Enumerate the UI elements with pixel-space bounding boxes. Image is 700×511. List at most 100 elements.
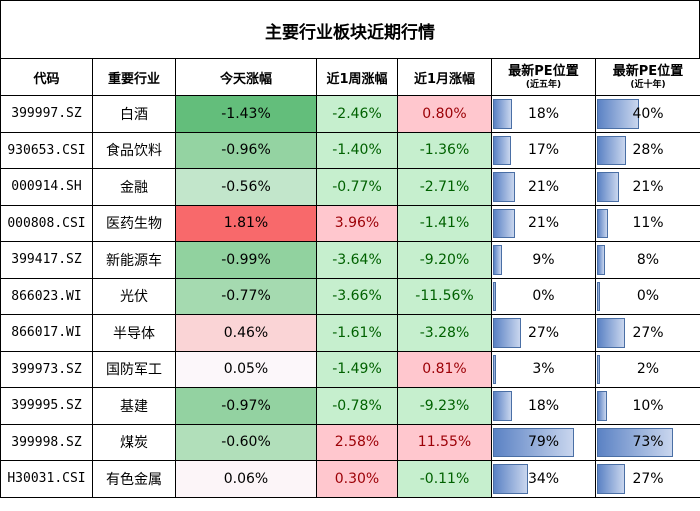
row-pe10-position: 40% [595, 95, 700, 133]
table-row: 399417.SZ 新能源车 -0.99% -3.64% -9.20% 9% 8% [0, 241, 700, 279]
pe10-value: 27% [632, 470, 664, 487]
row-code: 399995.SZ [0, 387, 93, 425]
row-week-change: -2.46% [316, 95, 398, 133]
pe5-value: 27% [527, 324, 560, 341]
row-pe5-position: 0% [491, 277, 596, 315]
row-pe5-position: 18% [491, 387, 596, 425]
row-week-change: -1.49% [316, 350, 398, 388]
row-code: H30031.CSI [0, 460, 93, 498]
row-industry: 基建 [92, 387, 176, 425]
pe10-value: 11% [632, 215, 664, 232]
pe5-databar [493, 391, 512, 421]
header-pe10: 最新PE位置 (近十年) [595, 58, 700, 96]
pe5-databar [493, 354, 497, 384]
row-pe5-position: 21% [491, 204, 596, 242]
pe5-databar [493, 281, 497, 311]
row-today-change: -0.60% [175, 423, 317, 461]
row-pe10-position: 2% [595, 350, 700, 388]
pe5-value: 34% [527, 470, 560, 487]
table-row: 399998.SZ 煤炭 -0.60% 2.58% 11.55% 79% 73% [0, 423, 700, 461]
table-row: H30031.CSI 有色金属 0.06% 0.30% -0.11% 34% 27% [0, 460, 700, 498]
row-pe10-position: 11% [595, 204, 700, 242]
row-industry: 新能源车 [92, 241, 176, 279]
row-code: 866017.WI [0, 314, 93, 352]
row-week-change: -0.77% [316, 168, 398, 206]
header-pe5-sub: (近五年) [525, 80, 562, 90]
industry-table: 代码 重要行业 今天涨幅 近1周涨幅 近1月涨幅 最新PE位置 (近五年) 最新… [0, 58, 700, 498]
row-month-change: 0.81% [397, 350, 492, 388]
header-pe5-label: 最新PE位置 [508, 64, 579, 79]
pe10-value: 0% [636, 288, 660, 305]
row-pe10-position: 27% [595, 460, 700, 498]
pe10-value: 28% [632, 142, 664, 159]
table-row: 399997.SZ 白酒 -1.43% -2.46% 0.80% 18% 40% [0, 95, 700, 133]
row-industry: 国防军工 [92, 350, 176, 388]
header-pe10-label: 最新PE位置 [612, 64, 684, 79]
row-pe10-position: 10% [595, 387, 700, 425]
pe5-value: 18% [527, 105, 560, 122]
row-industry: 食品饮料 [92, 131, 176, 169]
pe10-value: 73% [632, 434, 664, 451]
pe10-databar [597, 318, 626, 348]
row-code: 866023.WI [0, 277, 93, 315]
table-row: 399995.SZ 基建 -0.97% -0.78% -9.23% 18% 10% [0, 387, 700, 425]
row-month-change: 11.55% [397, 423, 492, 461]
header-industry: 重要行业 [92, 58, 176, 96]
row-month-change: 0.80% [397, 95, 492, 133]
pe10-databar [597, 172, 619, 202]
row-industry: 光伏 [92, 277, 176, 315]
pe5-value: 18% [527, 397, 560, 414]
row-pe10-position: 0% [595, 277, 700, 315]
row-pe10-position: 27% [595, 314, 700, 352]
row-code: 399998.SZ [0, 423, 93, 461]
pe10-value: 8% [636, 251, 660, 268]
pe5-value: 21% [527, 178, 560, 195]
row-today-change: -0.96% [175, 131, 317, 169]
row-week-change: 2.58% [316, 423, 398, 461]
row-month-change: -1.41% [397, 204, 492, 242]
pe5-databar [493, 245, 503, 275]
header-code: 代码 [0, 58, 93, 96]
row-today-change: -0.77% [175, 277, 317, 315]
table-title: 主要行业板块近期行情 [0, 0, 700, 59]
row-pe5-position: 3% [491, 350, 596, 388]
row-pe5-position: 34% [491, 460, 596, 498]
pe5-databar [493, 464, 529, 494]
row-code: 000914.SH [0, 168, 93, 206]
pe5-value: 17% [527, 142, 560, 159]
header-month: 近1月涨幅 [397, 58, 492, 96]
pe10-value: 10% [632, 397, 664, 414]
row-code: 399417.SZ [0, 241, 93, 279]
row-month-change: -9.23% [397, 387, 492, 425]
header-week: 近1周涨幅 [316, 58, 398, 96]
row-pe10-position: 28% [595, 131, 700, 169]
row-today-change: -0.97% [175, 387, 317, 425]
row-industry: 半导体 [92, 314, 176, 352]
table-row: 000808.CSI 医药生物 1.81% 3.96% -1.41% 21% 11% [0, 204, 700, 242]
pe5-value: 0% [532, 288, 555, 305]
header-pe10-sub: (近十年) [630, 80, 666, 90]
row-code: 930653.CSI [0, 131, 93, 169]
row-month-change: -1.36% [397, 131, 492, 169]
row-week-change: -3.66% [316, 277, 398, 315]
pe10-databar [597, 245, 606, 275]
pe5-databar [493, 318, 521, 348]
row-pe5-position: 9% [491, 241, 596, 279]
row-pe5-position: 17% [491, 131, 596, 169]
pe10-databar [597, 135, 627, 165]
row-week-change: -0.78% [316, 387, 398, 425]
row-today-change: 0.46% [175, 314, 317, 352]
pe5-databar [493, 99, 512, 129]
pe10-databar [597, 99, 639, 129]
row-month-change: -2.71% [397, 168, 492, 206]
row-pe5-position: 27% [491, 314, 596, 352]
pe5-databar [493, 135, 511, 165]
pe10-databar [597, 208, 609, 238]
table-row: 866023.WI 光伏 -0.77% -3.66% -11.56% 0% 0% [0, 277, 700, 315]
row-week-change: 3.96% [316, 204, 398, 242]
row-industry: 煤炭 [92, 423, 176, 461]
pe5-databar [493, 208, 515, 238]
row-month-change: -9.20% [397, 241, 492, 279]
row-week-change: -1.61% [316, 314, 398, 352]
header-today: 今天涨幅 [175, 58, 317, 96]
